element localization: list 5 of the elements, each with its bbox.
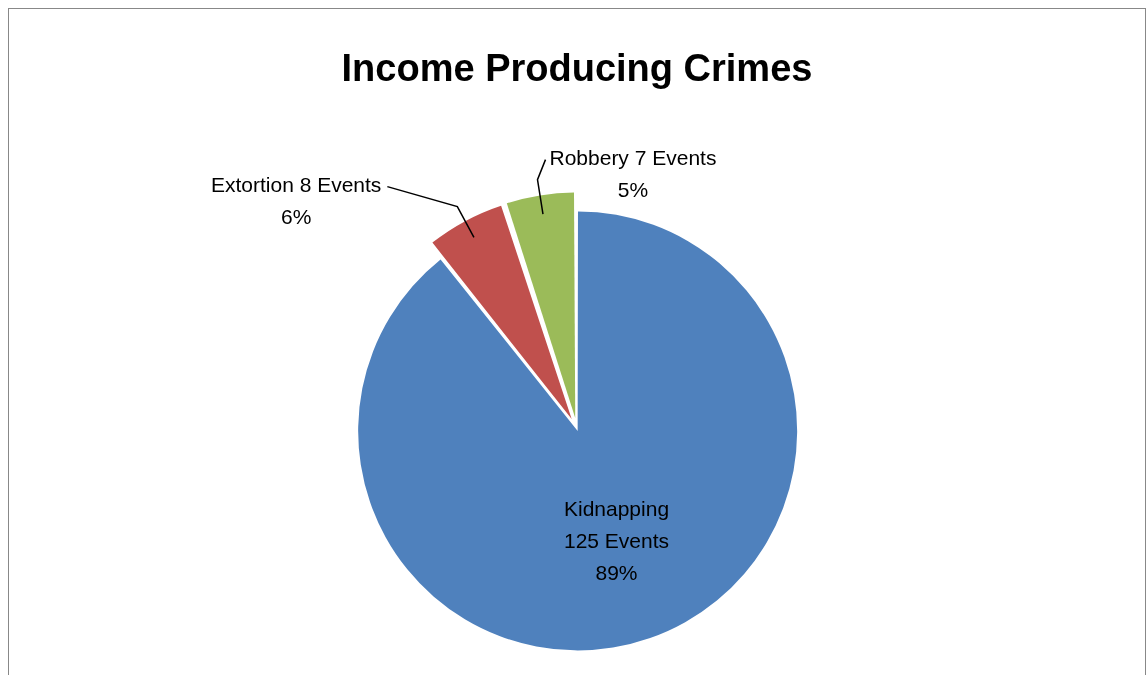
slice-label: Kidnapping — [563, 496, 670, 520]
data-label: 125 Events 89% — [563, 528, 670, 584]
chart-title: Income Producing Crimes — [340, 47, 814, 90]
slice-label: Extortion 8 Events 6% — [210, 173, 382, 229]
slice-label: Robbery 7 Events 5% — [549, 146, 717, 202]
